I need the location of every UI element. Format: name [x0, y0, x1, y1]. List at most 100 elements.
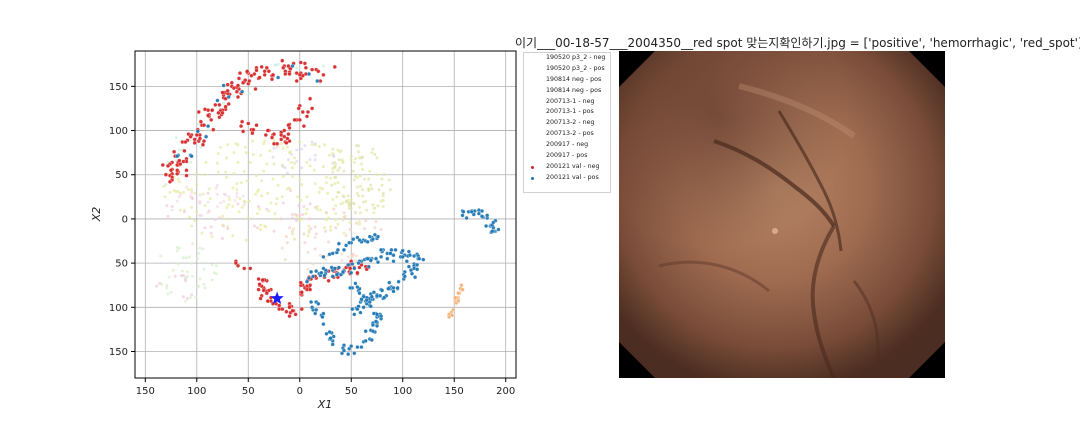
scatter-point: [186, 270, 189, 274]
scatter-point: [391, 285, 396, 290]
scatter-point: [197, 136, 202, 141]
scatter-point: [213, 218, 217, 222]
scatter-point: [363, 177, 367, 181]
scatter-point: [318, 253, 322, 257]
scatter-point: [220, 110, 225, 115]
scatter-point: [225, 88, 230, 93]
scatter-point: [208, 197, 212, 201]
scatter-point: [204, 160, 208, 164]
scatter-point: [194, 132, 199, 138]
scatter-point: [366, 264, 371, 269]
scatter-point: [295, 148, 299, 152]
scatter-point: [285, 136, 290, 141]
scatter-point: [353, 157, 357, 161]
scatter-point: [372, 206, 376, 210]
scatter-point: [229, 80, 234, 85]
scatter-point: [321, 322, 326, 327]
scatter-point: [367, 177, 371, 181]
scatter-point: [421, 257, 426, 262]
scatter-point: [302, 61, 307, 66]
scatter-point: [351, 237, 356, 242]
scatter-point: [291, 232, 294, 236]
scatter-point: [310, 106, 315, 111]
scatter-point: [281, 65, 286, 70]
scatter-point: [310, 143, 314, 147]
scatter-point: [293, 156, 297, 160]
legend-label: 190520 p3_2 - neg: [546, 54, 606, 61]
scatter-point: [215, 98, 220, 103]
scatter-point: [365, 208, 369, 212]
legend-entry: 190814 neg - pos: [524, 86, 610, 97]
legend-entry: 190814 neg - pos: [524, 75, 610, 86]
scatter-point: [185, 185, 188, 189]
scatter-point: [373, 319, 379, 324]
x-tick-label: 150: [136, 386, 155, 397]
scatter-point: [357, 238, 362, 243]
scatter-point: [155, 284, 159, 288]
scatter-point: [340, 252, 344, 256]
scatter-point: [260, 277, 265, 282]
scatter-point: [288, 226, 291, 230]
scatter-point: [190, 205, 194, 209]
scatter-point: [243, 200, 247, 204]
scatter-point: [369, 337, 374, 343]
scatter-point: [206, 124, 211, 129]
scatter-point: [347, 202, 351, 206]
scatter-point: [464, 215, 469, 221]
scatter-point: [308, 202, 312, 206]
scatter-point: [338, 166, 342, 170]
legend-label: 200917 - pos: [546, 152, 588, 160]
scatter-point: [224, 170, 228, 174]
scatter-point: [333, 175, 337, 179]
scatter-point: [380, 177, 384, 181]
scatter-point: [306, 276, 312, 281]
scatter-point: [177, 180, 181, 184]
scatter-point: [321, 72, 326, 77]
scatter-point: [350, 307, 355, 312]
x-tick-label: 50: [242, 386, 255, 397]
scatter-point: [192, 137, 197, 142]
scatter-point: [342, 211, 346, 215]
scatter-point: [373, 256, 379, 261]
scatter-point: [256, 226, 259, 230]
scatter-point: [352, 266, 357, 271]
scatter-point: [333, 182, 337, 186]
scatter-point: [214, 264, 218, 268]
scatter-point: [275, 197, 279, 201]
scatter-point: [195, 183, 199, 186]
scatter-point: [348, 266, 353, 271]
scatter-point: [219, 201, 222, 205]
scatter-point: [266, 69, 271, 74]
scatter-point: [303, 241, 307, 245]
scatter-point: [373, 226, 377, 230]
scatter-point: [295, 219, 299, 223]
scatter-point: [287, 125, 292, 130]
scatter-point: [307, 217, 311, 221]
scatter-point: [360, 162, 363, 166]
scatter-point: [274, 202, 278, 206]
scatter-point: [331, 170, 335, 174]
scatter-point: [259, 223, 263, 227]
scatter-point: [330, 342, 335, 347]
scatter-point: [206, 113, 211, 118]
scatter-point: [484, 223, 489, 229]
scatter-point: [292, 117, 297, 122]
scatter-point: [235, 182, 239, 186]
scatter-point: [469, 209, 474, 214]
scatter-point: [303, 65, 308, 70]
scatter-point: [289, 150, 292, 154]
scatter-point: [192, 140, 197, 145]
scatter-point: [209, 225, 213, 229]
scatter-point: [313, 247, 317, 251]
scatter-point: [183, 139, 188, 145]
x-tick-label: 0: [297, 386, 303, 397]
scatter-point: [291, 229, 294, 233]
scatter-point: [352, 351, 357, 356]
scatter-point: [332, 64, 337, 69]
scatter-point: [381, 191, 385, 195]
scatter-point: [355, 345, 360, 350]
legend-entry: 190520 p3_2 - neg: [524, 53, 610, 64]
scatter-point: [358, 222, 361, 226]
y-tick-label: 100: [109, 126, 128, 137]
scatter-point: [256, 212, 259, 216]
